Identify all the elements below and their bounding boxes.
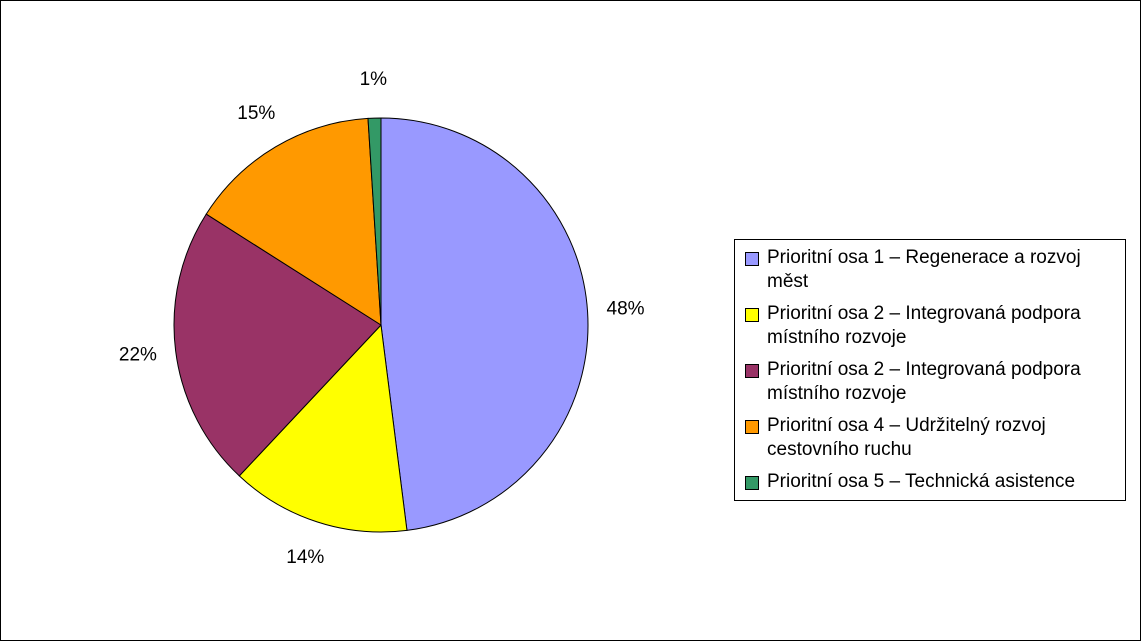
- legend: Prioritní osa 1 – Regenerace a rozvoj mě…: [734, 239, 1126, 501]
- data-label: 14%: [286, 547, 324, 568]
- pie-slice: [205, 117, 382, 326]
- legend-label: Prioritní osa 4 – Udržitelný rozvoj cest…: [767, 415, 1046, 460]
- legend-swatch: [745, 252, 759, 266]
- legend-entry: Prioritní osa 2 – Integrovaná podpora mí…: [741, 358, 1125, 406]
- data-label: 22%: [119, 345, 157, 366]
- data-label: 48%: [607, 299, 645, 320]
- legend-entry: Prioritní osa 1 – Regenerace a rozvoj mě…: [741, 246, 1125, 294]
- legend-swatch: [745, 420, 759, 434]
- pie-slice: [173, 213, 382, 477]
- legend-label: Prioritní osa 2 – Integrovaná podpora mí…: [767, 359, 1081, 404]
- legend-label: Prioritní osa 2 – Integrovaná podpora mí…: [767, 303, 1081, 348]
- pie-slice: [238, 323, 408, 533]
- legend-swatch: [745, 308, 759, 322]
- legend-entry: Prioritní osa 5 – Technická asistence: [741, 470, 1125, 494]
- data-label: 15%: [237, 103, 275, 124]
- data-label: 1%: [360, 69, 388, 90]
- legend-entry: Prioritní osa 2 – Integrovaná podpora mí…: [741, 302, 1125, 350]
- legend-label: Prioritní osa 5 – Technická asistence: [767, 471, 1076, 492]
- legend-swatch: [745, 364, 759, 378]
- legend-entry: Prioritní osa 4 – Udržitelný rozvoj cest…: [741, 414, 1125, 462]
- legend-label: Prioritní osa 1 – Regenerace a rozvoj mě…: [767, 247, 1081, 292]
- legend-swatch: [745, 476, 759, 490]
- pie-slice: [367, 117, 382, 326]
- pie-slice: [380, 117, 589, 531]
